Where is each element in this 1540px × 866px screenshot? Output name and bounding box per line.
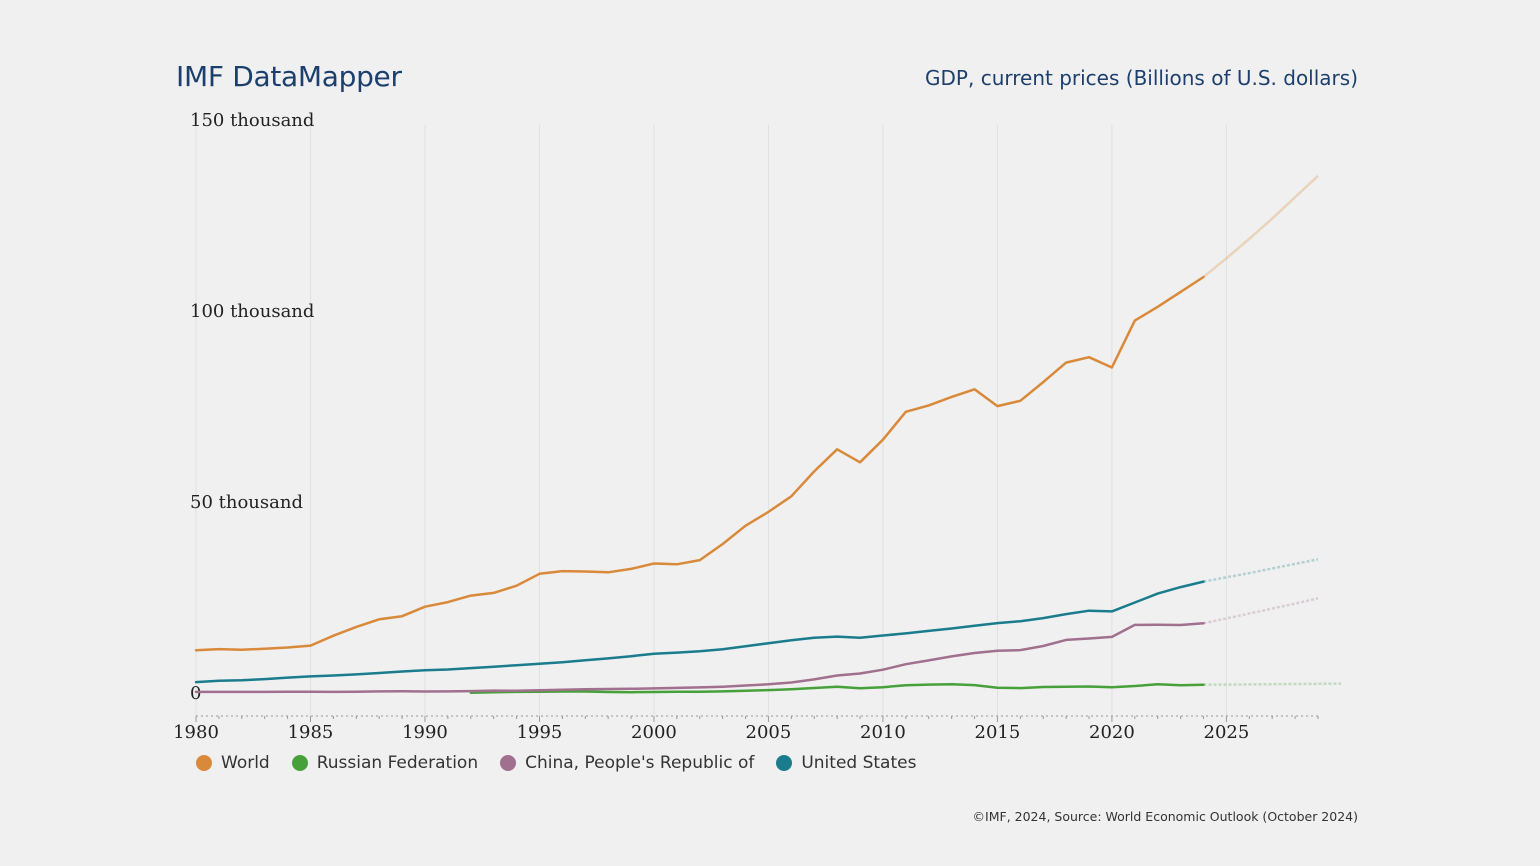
x-tick-label: 2010 [860, 722, 906, 743]
legend-dot-icon [291, 755, 308, 771]
y-tick-label: 150 thousand [190, 110, 314, 131]
x-tick-label: 1990 [402, 722, 448, 743]
x-tick-label: 1980 [173, 722, 219, 743]
legend-label: United States [801, 753, 917, 773]
y-tick-label: 0 [190, 683, 201, 704]
legend-item[interactable]: Russian Federation [291, 753, 479, 773]
chart-legend: World Russian Federation China, People's R… [196, 753, 916, 773]
x-tick-label: 1995 [517, 722, 563, 743]
x-tick-label: 2000 [631, 722, 677, 743]
series-china-people-s-republic-of[interactable] [194, 597, 1319, 694]
series-line-actual[interactable] [194, 580, 1205, 684]
legend-dot-icon [500, 755, 517, 771]
x-tick-label: 1985 [288, 722, 334, 743]
series-line-actual[interactable] [194, 621, 1205, 694]
chart-grid [195, 125, 1227, 716]
legend-item[interactable]: United States [776, 753, 916, 773]
legend-item[interactable]: China, People's Republic of [500, 753, 754, 773]
legend-label: Russian Federation [316, 753, 479, 773]
series-line-projection[interactable] [1203, 597, 1319, 625]
series-line-actual[interactable] [469, 683, 1205, 694]
legend-item[interactable]: World [196, 753, 270, 773]
y-tick-label: 50 thousand [190, 492, 303, 513]
source-credit: ©IMF, 2024, Source: World Economic Outlo… [972, 809, 1358, 824]
legend-dot-icon [776, 755, 793, 771]
chart-indicator-title: GDP, current prices (Billions of U.S. do… [925, 66, 1358, 90]
y-axis-ticks: 0 50 thousand 100 thousand 150 thousand [190, 110, 314, 704]
x-tick-label: 2025 [1204, 722, 1250, 743]
x-tick-label: 2015 [975, 722, 1021, 743]
x-axis: 1980 1985 1990 1995 2000 2005 2010 2015 2020 2025 [173, 715, 1319, 743]
legend-label: World [221, 753, 270, 773]
legend-label: China, People's Republic of [525, 753, 755, 773]
series-line-actual[interactable] [194, 275, 1205, 652]
series-line-projection[interactable] [1203, 682, 1341, 686]
x-tick-label: 2005 [746, 722, 792, 743]
x-tick-label: 2020 [1089, 722, 1135, 743]
series-russian-federation[interactable] [469, 682, 1341, 694]
series-united-states[interactable] [194, 558, 1319, 684]
series-line-projection[interactable] [1203, 558, 1319, 583]
series-line-projection[interactable] [1202, 174, 1319, 278]
series-world[interactable] [194, 174, 1319, 652]
legend-dot-icon [196, 755, 212, 771]
brand-title: IMF DataMapper [176, 60, 402, 93]
series-lines [194, 174, 1341, 694]
y-tick-label: 100 thousand [190, 301, 314, 322]
